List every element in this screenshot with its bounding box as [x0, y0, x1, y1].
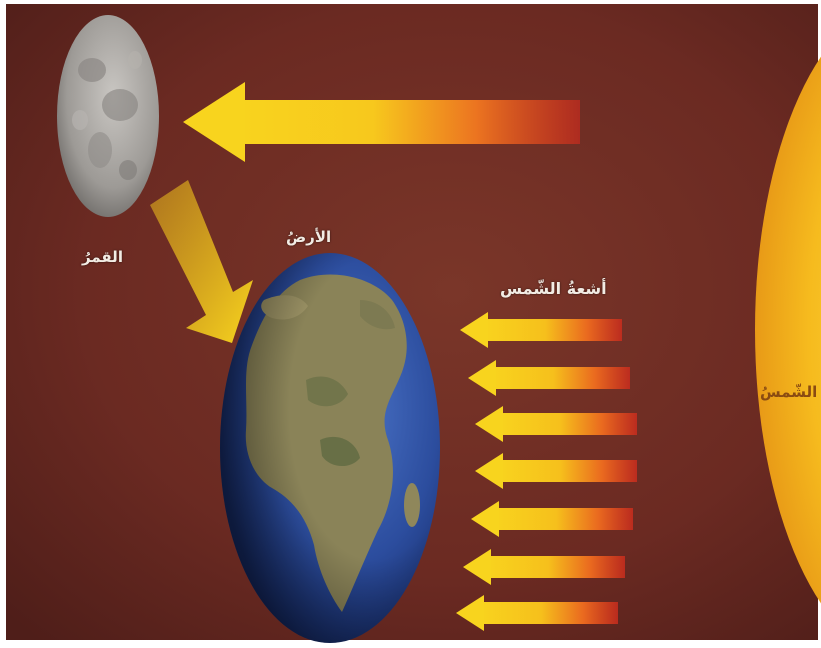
- ray-arrow-icon: [456, 595, 618, 631]
- earth-globe-icon: [220, 253, 440, 643]
- ray-arrow-icon: [460, 312, 622, 348]
- ray-arrow-icon: [471, 501, 633, 537]
- moon-icon: [57, 15, 159, 217]
- sun-rays-group: [456, 312, 637, 631]
- moon-label: القمرُ: [82, 248, 123, 266]
- ray-arrow-icon: [475, 406, 637, 442]
- sun-rays-label: أشعةُ الشّمس: [500, 279, 607, 298]
- sun-label: الشّمسُ: [760, 383, 818, 401]
- earth-label: الأرضُ: [286, 228, 332, 246]
- sun-icon: [755, 56, 821, 604]
- ray-to-moon-arrow: [183, 82, 580, 162]
- ray-arrow-icon: [468, 360, 630, 396]
- ray-arrow-icon: [463, 549, 625, 585]
- reflected-ray-arrow: [150, 180, 253, 343]
- ray-arrow-icon: [475, 453, 637, 489]
